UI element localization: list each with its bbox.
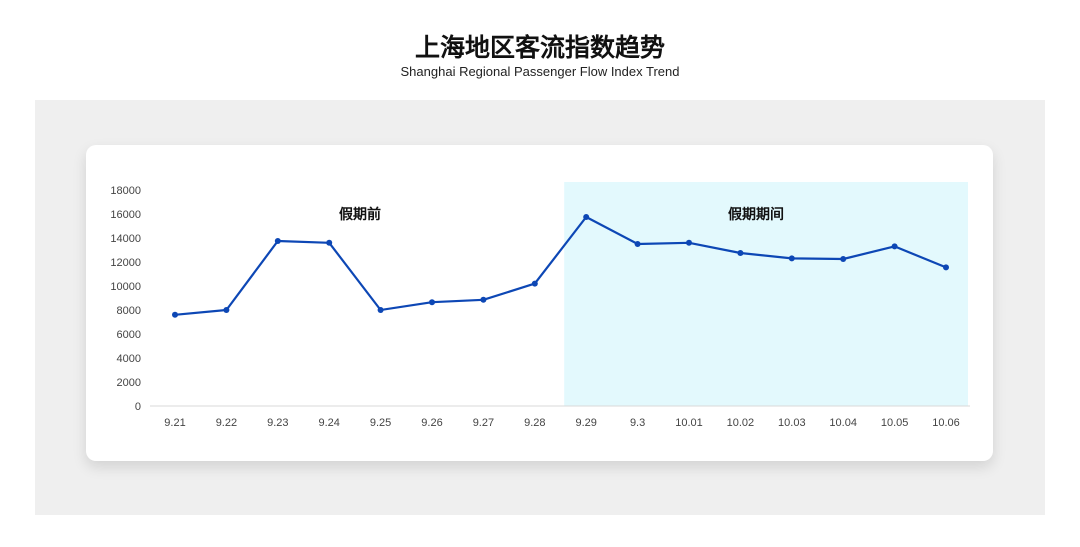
x-tick-label: 9.25 (370, 417, 391, 429)
x-tick-label: 9.29 (575, 417, 596, 429)
y-tick-label: 16000 (110, 209, 141, 221)
y-tick-label: 0 (135, 401, 141, 413)
y-tick-label: 10000 (110, 281, 141, 293)
y-tick-label: 2000 (117, 377, 141, 389)
data-point (737, 250, 744, 256)
y-tick-label: 6000 (117, 329, 141, 341)
y-tick-label: 4000 (117, 353, 141, 365)
y-tick-label: 18000 (110, 185, 141, 197)
y-tick-label: 14000 (110, 233, 141, 245)
x-tick-label: 9.21 (164, 417, 185, 429)
data-point (274, 238, 281, 244)
x-tick-label: 10.02 (727, 417, 755, 429)
y-tick-label: 12000 (110, 257, 141, 269)
x-tick-label: 9.28 (524, 417, 545, 429)
data-point (840, 256, 847, 262)
page-subtitle: Shanghai Regional Passenger Flow Index T… (400, 64, 680, 79)
page-title: 上海地区客流指数趋势 (414, 33, 665, 62)
data-point (223, 307, 230, 313)
x-tick-label: 9.3 (630, 417, 645, 429)
x-tick-label: 10.03 (778, 417, 806, 429)
holiday-shade (564, 182, 968, 406)
x-tick-label: 10.04 (829, 417, 857, 429)
x-tick-label: 9.24 (318, 417, 339, 429)
x-tick-label: 9.26 (421, 417, 442, 429)
data-point (377, 307, 384, 313)
data-point (326, 239, 333, 246)
x-tick-label: 9.27 (473, 417, 494, 429)
data-point (634, 241, 641, 247)
series-line (174, 215, 947, 316)
data-point (788, 255, 795, 262)
x-tick-label: 9.23 (267, 417, 288, 429)
x-tick-label: 10.05 (881, 417, 909, 429)
x-tick-label: 10.06 (932, 417, 960, 429)
data-point (891, 243, 898, 250)
data-point (583, 214, 590, 220)
data-point (531, 280, 538, 287)
data-point (429, 299, 435, 306)
data-point (480, 296, 487, 303)
data-point (172, 311, 178, 318)
period-label: 假期期间 (728, 206, 784, 223)
data-point (686, 239, 692, 246)
data-point (943, 264, 949, 271)
x-tick-label: 9.22 (216, 417, 237, 429)
y-tick-label: 8000 (117, 305, 141, 317)
period-label: 假期前 (339, 206, 381, 223)
x-tick-label: 10.01 (675, 417, 703, 429)
